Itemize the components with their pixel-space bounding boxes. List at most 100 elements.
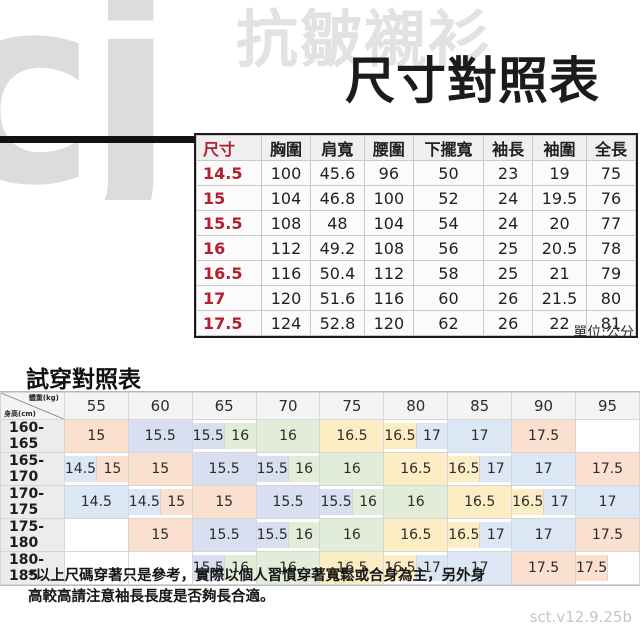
fitting-chart-cell: 14.5 15 — [127, 485, 193, 519]
size-chart-cell: 22 — [532, 310, 587, 336]
size-chart-row: 16.5 116 50.4 112 58 25 21 79 — [196, 260, 637, 286]
size-chart-row: 15.5 108 48 104 54 24 20 77 — [196, 210, 637, 236]
fitting-chart-cell: 15.5 — [255, 485, 321, 519]
size-chart-cell: 49.2 — [310, 235, 365, 261]
fitting-chart-cell: 16.5 17 — [447, 452, 513, 486]
page-title: 尺寸對照表 — [345, 52, 600, 110]
fitting-chart-height-label: 170-175 — [0, 485, 65, 519]
fitting-chart-subcell: 15 — [96, 456, 128, 482]
size-chart-cell: 78 — [585, 235, 637, 261]
fitting-chart-cell: 15.5 — [127, 419, 193, 453]
fitting-chart-cell — [575, 419, 640, 453]
fitting-chart-cell: 17 — [575, 485, 640, 519]
weight-axis-label: 體重(kg) — [28, 394, 59, 402]
fitting-chart-cell: 17 — [447, 551, 513, 585]
size-chart-header-cell: 袖長 — [483, 135, 534, 161]
size-chart-size-label: 15.5 — [196, 210, 262, 236]
size-chart-header-cell: 腰圍 — [363, 135, 414, 161]
fitting-chart-cell: 16.5 17 — [383, 419, 449, 453]
fitting-chart-cell: 15 — [127, 452, 193, 486]
fitting-chart-subcell: 15.5 — [256, 522, 288, 548]
fitting-chart-cell: 16.5 17 — [511, 485, 577, 519]
fitting-chart-cell — [63, 518, 129, 552]
fitting-chart-weight-header: 70 — [255, 392, 321, 420]
fitting-chart-table: 體重(kg) 身高(cm) 55 60 65 70 75 80 85 90 95 160-165 15 1… — [0, 392, 640, 585]
fitting-chart-subcell: 16.5 — [512, 489, 544, 515]
fitting-chart-height-label: 165-170 — [0, 452, 65, 486]
logo-letter: cj — [0, 0, 175, 200]
size-chart-cell: 25 — [483, 260, 534, 286]
fitting-chart-cell: 15.5 16 — [191, 551, 257, 585]
fitting-chart-cell: 16.5 — [447, 485, 513, 519]
fitting-chart-subcell: 17 — [543, 489, 576, 515]
size-chart-cell: 108 — [260, 210, 312, 236]
fitting-chart-subcell: 16 — [287, 522, 320, 548]
fitting-chart-cell: 15.5 — [191, 518, 257, 552]
fitting-chart-subcell: 15.5 — [192, 423, 224, 449]
fitting-chart-subcell: 17 — [415, 423, 448, 449]
fitting-chart-cell: 17.5 — [511, 551, 577, 585]
fitting-chart-container: 體重(kg) 身高(cm) 55 60 65 70 75 80 85 90 95 160-165 15 1… — [0, 391, 640, 586]
fitting-chart-height-label: 160-165 — [0, 419, 65, 453]
fitting-chart-weight-header: 90 — [511, 392, 577, 420]
size-chart-table: 尺寸 胸圍 肩寬 腰圍 下擺寬 袖長 袖圍 全長 14.5 100 45.6 96 50 23 19 75 15… — [196, 135, 637, 336]
fitting-chart-subcell: 16.5 — [384, 555, 416, 581]
size-chart-cell: 50 — [412, 160, 485, 186]
fitting-chart-cell: 15 — [127, 518, 193, 552]
fitting-chart-cell: 17.5 — [575, 518, 640, 552]
size-chart-row: 16 112 49.2 108 56 25 20.5 78 — [196, 235, 637, 261]
fitting-chart-cell: 16 — [255, 419, 321, 453]
fitting-chart-cell: 15.5 16 — [255, 518, 321, 552]
fitting-chart-row: 165-170 14.5 15 15 15.5 15.5 16 16 16.5 16.5 17 17 1… — [0, 452, 640, 486]
fitting-chart-cell — [63, 551, 129, 585]
fitting-chart-cell: 16 — [383, 485, 449, 519]
size-chart-cell: 54 — [412, 210, 485, 236]
size-chart-cell: 116 — [260, 260, 312, 286]
fitting-chart-cell: 15.5 16 — [319, 485, 385, 519]
fitting-chart-cell: 15.5 16 — [255, 452, 321, 486]
fitting-chart-cell: 14.5 — [63, 485, 129, 519]
fitting-chart-cell: 15.5 — [191, 452, 257, 486]
size-chart-row: 15 104 46.8 100 52 24 19.5 76 — [196, 185, 637, 211]
size-chart-size-label: 16.5 — [196, 260, 262, 286]
fitting-chart-cell: 17 — [511, 452, 577, 486]
fitting-chart-cell: 15.5 16 — [191, 419, 257, 453]
size-chart-cell: 100 — [260, 160, 312, 186]
size-chart-size-label: 14.5 — [196, 160, 262, 186]
fitting-chart-weight-header: 85 — [447, 392, 513, 420]
size-chart-cell: 96 — [363, 160, 414, 186]
fitting-chart-cell: 16.5 17 — [383, 551, 449, 585]
size-chart-cell: 75 — [585, 160, 637, 186]
fitting-chart-subcell: 16.5 — [384, 423, 416, 449]
size-chart-cell: 79 — [585, 260, 637, 286]
fitting-chart-height-label: 175-180 — [0, 518, 65, 552]
size-chart-cell: 52.8 — [310, 310, 365, 336]
fitting-chart-cell: 16 — [319, 452, 385, 486]
fitting-chart-subcell: 16 — [351, 489, 384, 515]
fitting-chart-corner-cell: 體重(kg) 身高(cm) — [0, 392, 65, 420]
size-chart-cell: 24 — [483, 210, 534, 236]
size-chart-header-cell: 胸圍 — [260, 135, 312, 161]
size-chart-header-cell: 全長 — [585, 135, 637, 161]
fitting-chart-cell: 15 — [63, 419, 129, 453]
size-chart-cell: 19 — [532, 160, 587, 186]
size-chart-cell: 56 — [412, 235, 485, 261]
size-chart-cell: 23 — [483, 160, 534, 186]
fitting-chart-cell: 15 — [191, 485, 257, 519]
fitting-chart-subcell: 16.5 — [448, 522, 480, 548]
size-chart-header-cell: 尺寸 — [196, 135, 262, 161]
size-chart-cell: 20.5 — [532, 235, 587, 261]
unit-note: 單位:公分 — [573, 325, 634, 341]
fitting-chart-subcell: 15.5 — [320, 489, 352, 515]
size-chart-cell: 77 — [585, 210, 637, 236]
size-chart-size-label: 15 — [196, 185, 262, 211]
fitting-chart-subcell: 14.5 — [64, 456, 97, 482]
size-chart-cell: 100 — [363, 185, 414, 211]
footnote-text: *以上尺碼穿著只是參考，實際以個人習慣穿著寬鬆或合身為主，另外身高較高請注意袖長… — [28, 568, 486, 605]
fitting-chart-subcell: 15.5 — [192, 555, 224, 581]
size-chart-cell: 124 — [260, 310, 312, 336]
fitting-chart-row: 160-165 15 15.5 15.5 16 16 16.5 16.5 17 17 17.5 — [0, 419, 640, 453]
fitting-chart-subcell: 14.5 — [128, 489, 160, 515]
diagonal-divider-icon — [1, 393, 64, 419]
size-chart-header-cell: 肩寬 — [310, 135, 365, 161]
